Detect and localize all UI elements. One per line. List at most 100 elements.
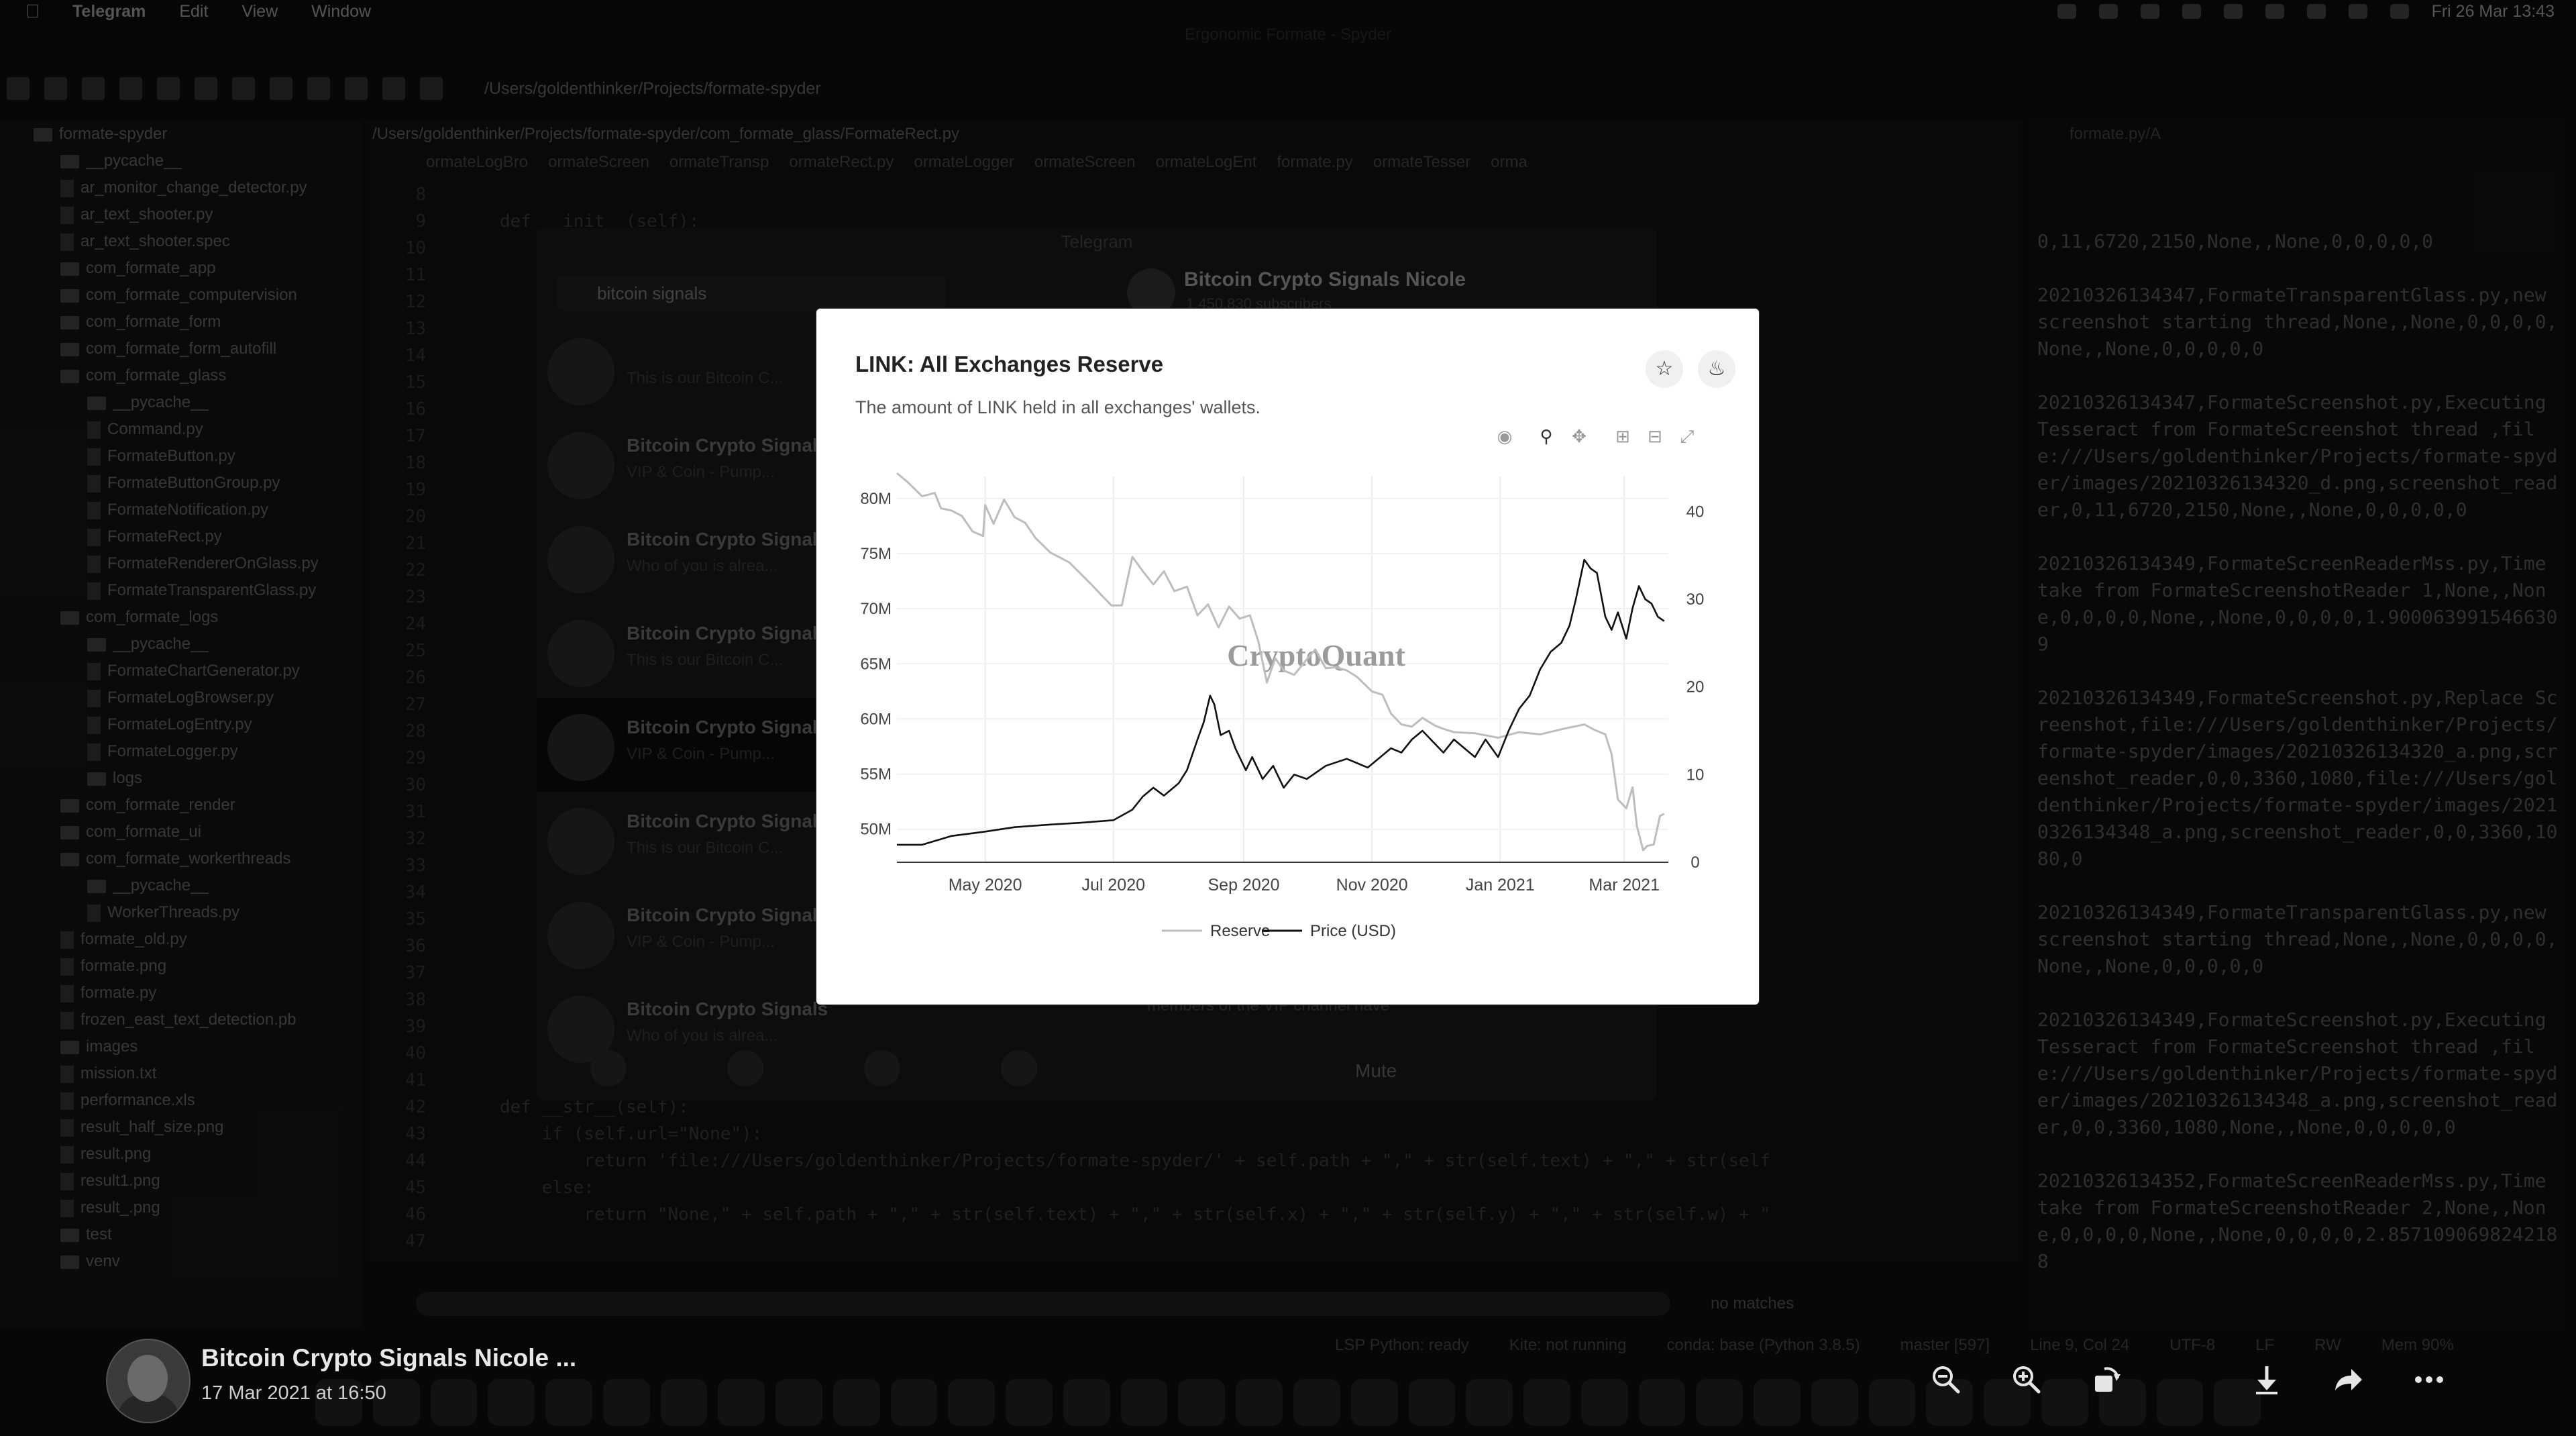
dock-app-icon[interactable]	[1523, 1379, 1570, 1426]
settings-avatar-icon[interactable]	[1001, 1050, 1037, 1086]
zoom-out-icon[interactable]: ⊟	[1648, 426, 1662, 446]
file-tree-item[interactable]: FormateButton.py	[0, 443, 362, 470]
mute-button[interactable]: Mute	[1355, 1060, 1397, 1081]
contacts-icon[interactable]	[590, 1050, 627, 1086]
telegram-search-input[interactable]: bitcoin signals	[557, 275, 946, 311]
file-tree-item[interactable]: com_formate_ui	[0, 819, 362, 845]
chat-list-item[interactable]: Bitcoin Crypto Signals This is our Bitcoi…	[537, 792, 828, 886]
file-tree-item[interactable]: FormateLogEntry.py	[0, 711, 362, 738]
dock-app-icon[interactable]	[660, 1379, 708, 1426]
back-icon[interactable]	[382, 77, 405, 100]
dock-app-icon[interactable]	[833, 1379, 880, 1426]
chats-icon[interactable]	[864, 1050, 900, 1086]
zoom-in-icon[interactable]: ⊞	[1615, 426, 1630, 446]
dock-app-icon[interactable]	[1868, 1379, 1916, 1426]
tray-icon-3[interactable]	[2140, 4, 2159, 19]
file-tree-item[interactable]: __pycache__	[0, 631, 362, 658]
dock-app-icon[interactable]	[430, 1379, 478, 1426]
dock-app-icon[interactable]	[1696, 1379, 1743, 1426]
menu-view[interactable]: View	[241, 1, 278, 21]
zoom-icon[interactable]: ⚲	[1540, 426, 1553, 446]
save-icon[interactable]	[82, 77, 105, 100]
file-tree-item[interactable]: com_formate_form_autofill	[0, 336, 362, 362]
spotlight-search-icon[interactable]	[2348, 4, 2367, 19]
file-tree-item[interactable]: images	[0, 1033, 362, 1060]
dock-app-icon[interactable]	[1293, 1379, 1340, 1426]
apple-icon[interactable]: 	[25, 1, 46, 21]
settings-icon[interactable]	[345, 77, 368, 100]
file-tree-item[interactable]: ar_monitor_change_detector.py	[0, 174, 362, 201]
file-tree-item[interactable]: performance.xls	[0, 1087, 362, 1114]
tray-icon-2[interactable]	[2098, 4, 2118, 19]
bell-icon[interactable]: ♨	[1698, 350, 1735, 388]
dock-app-icon[interactable]	[1120, 1379, 1168, 1426]
star-icon[interactable]: ☆	[1646, 350, 1683, 388]
stop-icon[interactable]	[307, 77, 330, 100]
forward-icon[interactable]	[420, 77, 443, 100]
dock-app-icon[interactable]	[1926, 1379, 1974, 1426]
file-tree-item[interactable]: FormateRect.py	[0, 523, 362, 550]
file-tree-item[interactable]: com_formate_app	[0, 255, 362, 282]
file-tree-item[interactable]: FormateButtonGroup.py	[0, 470, 362, 497]
chat-header-title[interactable]: Bitcoin Crypto Signals Nicole	[1184, 268, 1466, 291]
chat-list-item[interactable]: Bitcoin Crypto Signals VIP & Coin - Pump.…	[537, 416, 828, 510]
dock-app-icon[interactable]	[602, 1379, 650, 1426]
file-tree-item[interactable]: FormateLogger.py	[0, 738, 362, 765]
file-tree-item[interactable]: com_formate_form	[0, 309, 362, 336]
menu-window[interactable]: Window	[311, 1, 372, 21]
file-tree-item[interactable]: com_formate_computervision	[0, 282, 362, 309]
dock-app-icon[interactable]	[315, 1379, 362, 1426]
pan-icon[interactable]: ✥	[1572, 426, 1587, 446]
file-tree-item[interactable]: Command.py	[0, 416, 362, 443]
file-tree-item[interactable]: formate_old.py	[0, 926, 362, 953]
menubar-clock[interactable]: Fri 26 Mar 13:43	[2431, 1, 2555, 21]
file-tree-item[interactable]: formate.png	[0, 953, 362, 980]
file-tree-item[interactable]: result1.png	[0, 1168, 362, 1194]
tray-icon-1[interactable]	[2057, 4, 2076, 19]
editor-tab[interactable]: ormateScreen	[1034, 153, 1136, 171]
file-tree-item[interactable]: __pycache__	[0, 872, 362, 899]
file-tree-item[interactable]: test	[0, 1221, 362, 1248]
console-tab[interactable]: formate.py/A	[2070, 125, 2161, 143]
dock-app-icon[interactable]	[890, 1379, 938, 1426]
dock-app-icon[interactable]	[1408, 1379, 1456, 1426]
file-tree-item[interactable]: result_half_size.png	[0, 1114, 362, 1141]
download-icon[interactable]	[2249, 1362, 2284, 1397]
file-tree-item[interactable]: WorkerThreads.py	[0, 899, 362, 926]
dock-app-icon[interactable]	[1754, 1379, 1801, 1426]
file-tree-item[interactable]: __pycache__	[0, 148, 362, 174]
more-icon[interactable]	[2412, 1362, 2447, 1397]
dock-app-icon[interactable]	[545, 1379, 592, 1426]
run-cell-icon[interactable]	[195, 77, 217, 100]
editor-tab[interactable]: orma	[1491, 153, 1527, 171]
find-input[interactable]	[416, 1292, 1670, 1316]
step-icon[interactable]	[270, 77, 292, 100]
battery-icon[interactable]	[2265, 4, 2284, 19]
dock-app-icon[interactable]	[775, 1379, 822, 1426]
file-tree-item[interactable]: FormateLogBrowser.py	[0, 684, 362, 711]
tray-icon-5[interactable]	[2223, 4, 2243, 19]
dock-app-icon[interactable]	[372, 1379, 420, 1426]
dock-app-icon[interactable]	[948, 1379, 996, 1426]
dock-app-icon[interactable]	[2214, 1379, 2261, 1426]
zoom-in-viewer-icon[interactable]	[2009, 1362, 2044, 1397]
dock-app-icon[interactable]	[1984, 1379, 2031, 1426]
menu-app[interactable]: Telegram	[72, 1, 146, 21]
file-tree-item[interactable]: venv	[0, 1248, 362, 1275]
control-center-icon[interactable]	[2390, 4, 2409, 19]
autoscale-icon[interactable]: ⤢	[1680, 426, 1695, 446]
editor-tab[interactable]: ormateLogEnt	[1155, 153, 1257, 171]
dock-app-icon[interactable]	[1580, 1379, 1628, 1426]
dock-app-icon[interactable]	[2041, 1379, 2088, 1426]
channel-avatar-viewer[interactable]	[106, 1339, 191, 1423]
chat-list-item[interactable]: This is our Bitcoin C...	[537, 322, 818, 416]
file-tree-item[interactable]: ar_text_shooter.spec	[0, 228, 362, 255]
rotate-icon[interactable]	[2090, 1362, 2125, 1397]
dock-app-icon[interactable]	[488, 1379, 535, 1426]
file-tree-item[interactable]: FormateRendererOnGlass.py	[0, 550, 362, 577]
save-all-icon[interactable]	[119, 77, 142, 100]
calls-icon[interactable]	[727, 1050, 763, 1086]
editor-tab[interactable]: ormateLogger	[914, 153, 1014, 171]
wifi-icon[interactable]	[2306, 4, 2326, 19]
file-tree-item[interactable]: com_formate_workerthreads	[0, 845, 362, 872]
